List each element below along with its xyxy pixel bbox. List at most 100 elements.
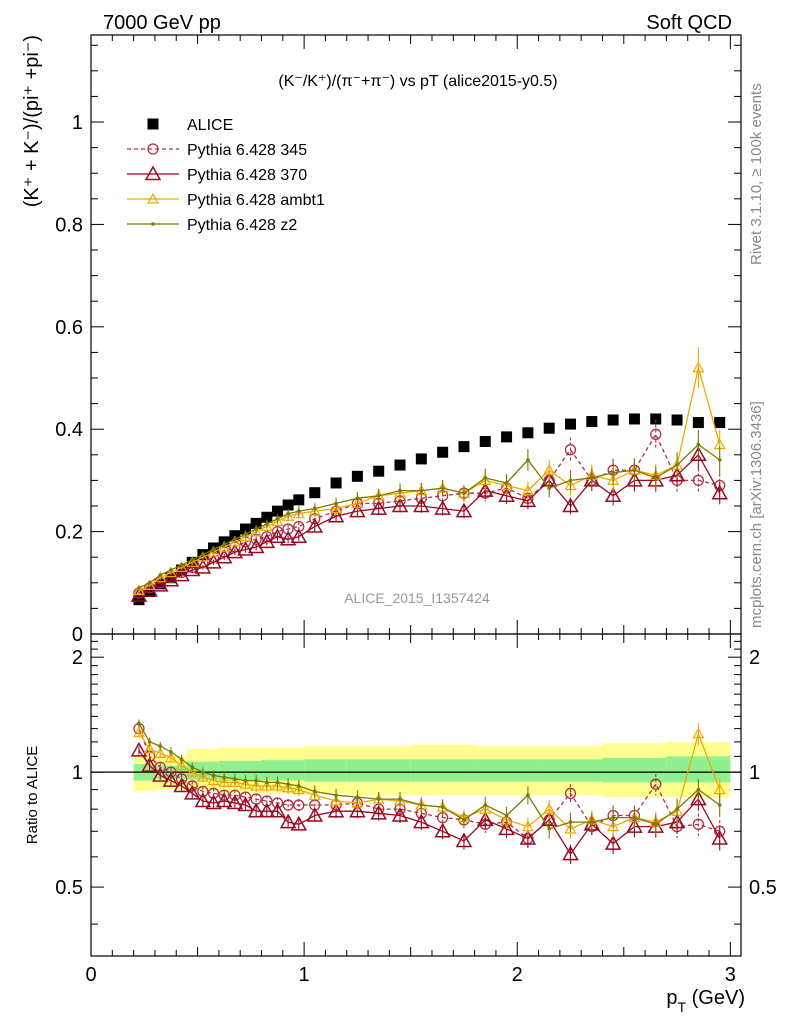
legend-label-alice: ALICE xyxy=(187,117,233,134)
z2-upper-point xyxy=(632,468,637,472)
upper-ytick-label: 0 xyxy=(72,624,83,646)
z2-ratio-point xyxy=(483,803,488,807)
z2-ratio-point xyxy=(243,778,248,783)
alice-upper-point xyxy=(261,511,273,523)
alice-upper-point xyxy=(293,494,305,506)
p345-ratio-point xyxy=(564,787,577,799)
z2-ratio-point xyxy=(653,822,658,827)
z2-upper-point xyxy=(211,547,216,552)
p370-ratio-point xyxy=(205,794,222,810)
p370-ratio-point xyxy=(162,772,180,787)
p345-ratio-point xyxy=(650,778,662,790)
z2-ratio-point xyxy=(717,803,722,807)
z2-upper-point xyxy=(440,486,445,490)
p370-upper-point xyxy=(519,492,537,508)
band-inner-segment xyxy=(666,756,731,783)
z2-ratio-point xyxy=(211,773,216,778)
p370-upper-point xyxy=(290,528,308,543)
p370-upper-point xyxy=(237,540,254,556)
p345-ratio-point xyxy=(293,799,305,811)
ambt1-upper-point xyxy=(260,520,273,532)
ambt1-upper-point xyxy=(692,361,705,373)
ambt1-ratio-point xyxy=(186,765,199,777)
p370-ratio-point xyxy=(306,806,324,822)
ambt1-ratio-point xyxy=(564,822,577,834)
p370-upper-point xyxy=(604,487,622,503)
ambt1-ratio-point xyxy=(218,776,231,787)
z2-upper-point xyxy=(179,563,184,567)
z2-ratio-point xyxy=(222,775,226,779)
z2-upper-point xyxy=(462,491,466,496)
ambt1-upper-point xyxy=(207,545,220,557)
upper-ytick-label: 0.8 xyxy=(55,214,83,236)
p370-ratio-point xyxy=(562,845,579,861)
p345-ratio-point xyxy=(282,799,294,811)
z2-upper-point xyxy=(222,542,226,547)
legend: ALICE Pythia 6.428 345 Pythia 6.428 370 Pyt… xyxy=(127,117,325,234)
ambt1-ratio-point xyxy=(154,747,167,758)
alice-upper-point xyxy=(250,517,262,529)
p370-ratio-point xyxy=(183,784,201,800)
z2-upper-point xyxy=(717,458,722,462)
z2-ratio-point xyxy=(547,827,551,831)
lower-ytick-label: 1 xyxy=(72,762,83,784)
z2-ratio-point xyxy=(169,750,173,754)
z2-ratio-point xyxy=(398,797,402,801)
legend-marker-alice xyxy=(147,118,159,130)
ambt1-upper-point xyxy=(228,535,241,547)
z2-ratio-point xyxy=(201,770,205,774)
z2-ratio-point xyxy=(233,777,237,781)
lower-ytick-label-right: 0.5 xyxy=(749,877,777,899)
band-inner-segment xyxy=(410,759,475,782)
ambt1-upper-point xyxy=(143,579,156,590)
z2-ratio-point xyxy=(147,740,152,744)
z2-upper-point xyxy=(286,511,290,516)
alice-upper-point xyxy=(714,417,726,429)
ambt1-ratio-point xyxy=(330,794,343,806)
alice-upper-point xyxy=(176,564,188,576)
z2-upper-point xyxy=(355,496,360,501)
z2-ratio-point xyxy=(376,797,381,801)
z2-ratio-point xyxy=(590,820,594,824)
z2-ratio-point xyxy=(462,818,466,822)
p370-upper-point xyxy=(498,487,515,503)
ambt1-upper-point xyxy=(282,510,295,521)
alice-upper-point xyxy=(282,499,294,511)
p370-ratio-point xyxy=(269,802,286,818)
upper-ytick-label: 1 xyxy=(72,112,83,134)
p370-upper-point xyxy=(434,500,451,515)
p345-upper-point xyxy=(293,520,305,533)
z2-ratio-point xyxy=(611,815,615,820)
z2-upper-point xyxy=(158,573,163,577)
p370-upper-point xyxy=(370,500,387,515)
p370-ratio-point xyxy=(498,820,515,836)
ambt1-upper-point xyxy=(292,507,305,519)
p370-upper-point xyxy=(327,507,345,523)
alice-upper-point xyxy=(394,459,406,471)
legend-label-p345: Pythia 6.428 345 xyxy=(187,142,307,159)
ambt1-upper-point xyxy=(250,525,263,537)
p370-upper-point xyxy=(476,482,494,497)
plot-title: (K⁻/K⁺)/(π⁻+π⁻) vs pT (alice2015-y0.5) xyxy=(278,73,557,90)
band-inner-segment xyxy=(218,760,262,781)
p370-ratio-point xyxy=(237,796,254,812)
alice-upper-point xyxy=(543,422,555,434)
lower-ytick-label-right: 1 xyxy=(749,762,760,784)
ambt1-ratio-point xyxy=(282,781,295,793)
lower-ytick-label: 0.5 xyxy=(55,877,83,899)
z2-ratio-point xyxy=(179,757,184,762)
p345-upper-point xyxy=(282,523,294,535)
p370-ratio-point xyxy=(626,818,643,833)
ambt1-ratio-point xyxy=(196,770,209,782)
p370-ratio-point xyxy=(455,832,473,848)
z2-upper-point xyxy=(376,493,381,498)
alice-upper-point xyxy=(501,431,513,443)
alice-upper-point xyxy=(373,465,385,477)
p370-upper-point xyxy=(183,561,201,577)
alice-upper-point xyxy=(240,523,252,535)
z2-upper-point xyxy=(254,527,258,531)
alice-upper-point xyxy=(458,441,470,453)
ambt1-upper-point xyxy=(196,550,209,562)
